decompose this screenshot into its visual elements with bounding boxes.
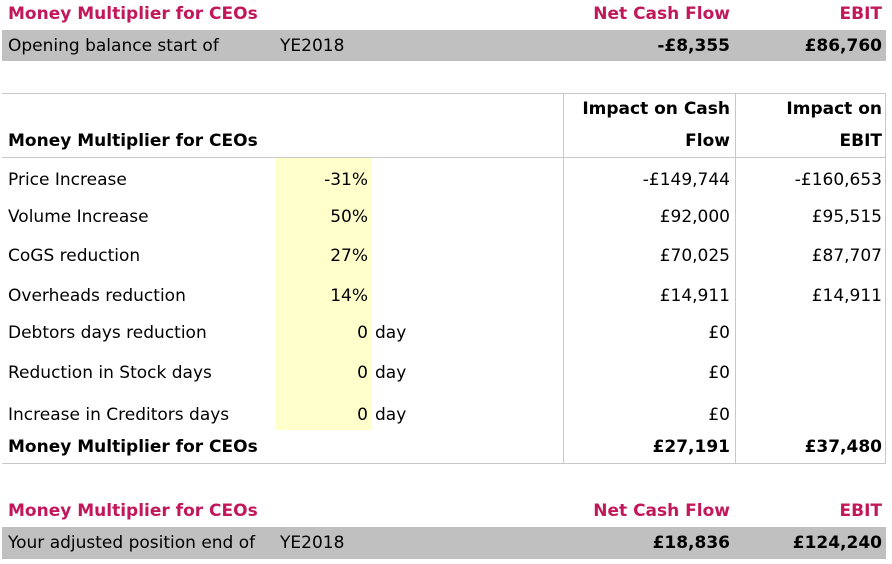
table-bottom-border (2, 463, 886, 464)
row-cash-overheads: £14,911 (659, 286, 730, 306)
opening-balance-year[interactable]: YE2018 (280, 36, 345, 56)
row-cash-debtors: £0 (708, 323, 730, 343)
row-ebit-cogs: £87,707 (811, 246, 882, 266)
opening-balance-band (2, 30, 886, 61)
row-unit-debtors: day (375, 323, 407, 343)
row-input-volume[interactable]: 50% (330, 207, 368, 227)
top-col-cash-header: Net Cash Flow (593, 4, 730, 24)
row-cash-creditors: £0 (708, 405, 730, 425)
table-header-divider (2, 157, 886, 158)
row-label-cogs: CoGS reduction (8, 246, 141, 266)
adjusted-position-cash: £18,836 (652, 533, 730, 553)
col-ebit-header-line2: EBIT (839, 131, 883, 151)
row-input-price[interactable]: -31% (324, 170, 368, 190)
bottom-col-ebit-header: EBIT (839, 501, 883, 521)
row-input-overheads[interactable]: 14% (330, 286, 368, 306)
row-input-cogs[interactable]: 27% (330, 246, 368, 266)
row-input-stock[interactable]: 0 (357, 363, 368, 383)
total-cash: £27,191 (652, 437, 730, 457)
row-ebit-volume: £95,515 (811, 207, 882, 227)
input-cells-area (276, 158, 372, 430)
col-cash-header-line2: Flow (685, 131, 730, 151)
row-cash-stock: £0 (708, 363, 730, 383)
row-cash-price: -£149,744 (642, 170, 730, 190)
col-ebit-header-line1: Impact on (786, 99, 882, 119)
bottom-col-cash-header: Net Cash Flow (593, 501, 730, 521)
top-col-ebit-header: EBIT (839, 4, 883, 24)
bottom-title: Money Multiplier for CEOs (8, 501, 258, 521)
row-input-debtors[interactable]: 0 (357, 323, 368, 343)
row-label-creditors: Increase in Creditors days (8, 405, 230, 425)
total-label: Money Multiplier for CEOs (8, 437, 258, 457)
row-label-overheads: Overheads reduction (8, 286, 186, 306)
row-label-volume: Volume Increase (8, 207, 149, 227)
row-cash-cogs: £70,025 (659, 246, 730, 266)
row-unit-stock: day (375, 363, 407, 383)
opening-balance-label: Opening balance start of (8, 36, 219, 56)
adjusted-position-band (2, 527, 886, 559)
adjusted-position-label: Your adjusted position end of (8, 533, 256, 553)
column-divider-right (735, 93, 736, 464)
opening-balance-ebit: £86,760 (804, 36, 882, 56)
total-ebit: £37,480 (804, 437, 882, 457)
row-ebit-overheads: £14,911 (811, 286, 882, 306)
row-label-price: Price Increase (8, 170, 127, 190)
top-title: Money Multiplier for CEOs (8, 4, 258, 24)
row-unit-creditors: day (375, 405, 407, 425)
opening-balance-cash: -£8,355 (657, 36, 730, 56)
column-divider-left (563, 93, 564, 464)
row-label-debtors: Debtors days reduction (8, 323, 207, 343)
row-ebit-price: -£160,653 (794, 170, 882, 190)
row-input-creditors[interactable]: 0 (357, 405, 368, 425)
table-right-border (885, 93, 886, 464)
table-top-border (2, 93, 886, 94)
col-cash-header-line1: Impact on Cash (582, 99, 730, 119)
table-title: Money Multiplier for CEOs (8, 131, 258, 151)
adjusted-position-ebit: £124,240 (792, 533, 882, 553)
row-label-stock: Reduction in Stock days (8, 363, 212, 383)
row-cash-volume: £92,000 (659, 207, 730, 227)
adjusted-position-year[interactable]: YE2018 (280, 533, 345, 553)
